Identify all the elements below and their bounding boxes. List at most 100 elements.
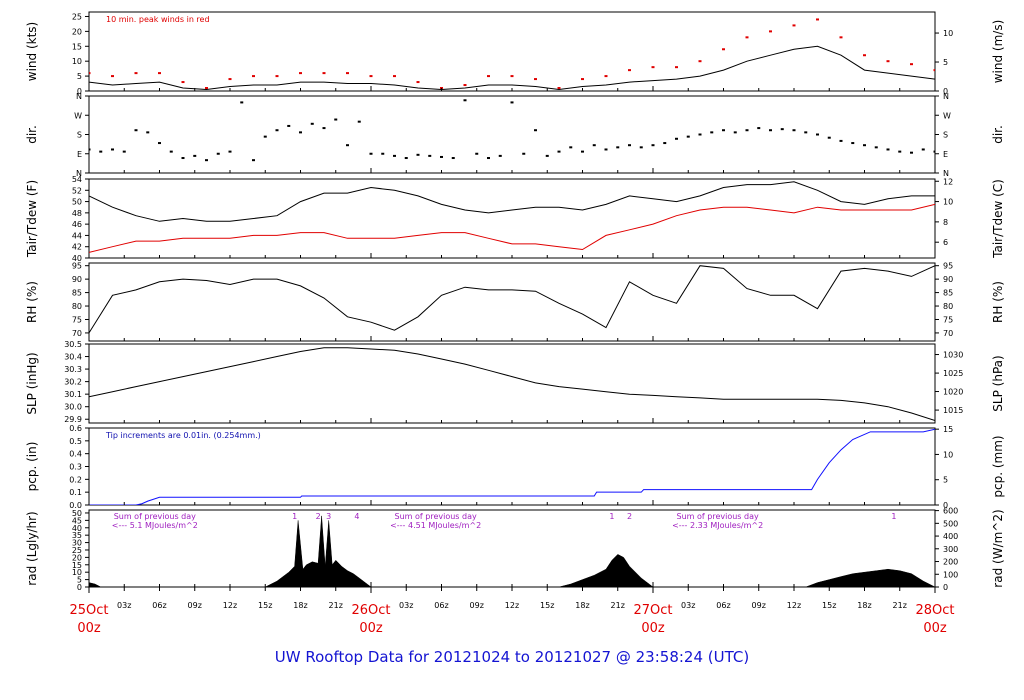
rad-ytick-label-right: 300 bbox=[943, 545, 958, 554]
pcp-ytick-label-left: 0.3 bbox=[69, 463, 82, 472]
pcp-ylabel-left: pcp. (in) bbox=[25, 442, 39, 492]
wind-point bbox=[393, 75, 396, 78]
rh-ytick-label-right: 75 bbox=[943, 315, 953, 324]
rh-frame bbox=[88, 262, 936, 342]
wind-point bbox=[698, 60, 702, 63]
xaxis-day-date: 27Oct bbox=[633, 603, 672, 618]
temp-ytick-label-left: 50 bbox=[72, 198, 82, 207]
dir-point bbox=[404, 157, 408, 160]
xaxis-minor-label: 06z bbox=[716, 601, 730, 610]
slp-ytick-label-left: 30.0 bbox=[64, 403, 82, 412]
wind-ytick-label-left: 20 bbox=[72, 27, 82, 36]
xaxis-day-date: 28Oct bbox=[915, 603, 954, 618]
wind-ytick-label-right: 10 bbox=[943, 29, 953, 38]
temp-series-line bbox=[89, 203, 935, 253]
rh-series-line bbox=[89, 265, 935, 334]
dir-point bbox=[616, 146, 620, 149]
dir-point bbox=[898, 150, 902, 153]
rad-peak-marker: 2 bbox=[627, 512, 632, 521]
rh-data bbox=[89, 265, 935, 334]
dir-point bbox=[181, 157, 185, 160]
wind-point bbox=[722, 48, 725, 51]
wind-ytick-label-left: 0 bbox=[77, 87, 82, 96]
temp-ytick-label-right: 12 bbox=[943, 177, 953, 186]
dir-point bbox=[475, 152, 479, 155]
wind-ytick-label-left: 5 bbox=[77, 72, 82, 81]
dir-point bbox=[381, 152, 385, 155]
dir-point bbox=[698, 133, 702, 136]
dir-point bbox=[839, 139, 843, 142]
panel-slp: 29.9 30.0 30.1 30.2 30.3 30.4 30.5 1015 1020 1025… bbox=[25, 340, 1005, 424]
pcp-ytick-label-left: 0.1 bbox=[69, 488, 82, 497]
wind-point bbox=[510, 75, 514, 78]
rh-ytick-label-left: 70 bbox=[72, 329, 82, 338]
xaxis-minor-label: 12z bbox=[787, 601, 801, 610]
rh-ytick-label-right: 95 bbox=[943, 262, 953, 271]
pcp-data bbox=[89, 428, 935, 505]
dir-point bbox=[89, 148, 91, 151]
slp-frame bbox=[88, 343, 936, 424]
dir-point bbox=[804, 131, 808, 134]
pcp-ytick-label-right: 0 bbox=[943, 501, 948, 510]
xaxis-day-time: 00z bbox=[641, 621, 665, 636]
wind-ytick-label-left: 10 bbox=[72, 57, 82, 66]
rh-ytick-label-right: 70 bbox=[943, 329, 953, 338]
pcp-ytick-label-right: 5 bbox=[943, 476, 948, 485]
wind-point bbox=[933, 69, 935, 72]
rad-sum-note: Sum of previous day bbox=[395, 512, 477, 521]
panel-rad: 051015202530354045500100200300400500600r… bbox=[25, 507, 1005, 592]
rad-series-area bbox=[89, 515, 935, 587]
rad-sum-note: <--- 2.33 MJoules/m^2 bbox=[672, 521, 763, 530]
slp-series-line bbox=[89, 347, 935, 421]
rh-ylabel-right: RH (%) bbox=[991, 281, 1005, 323]
pcp-ytick-label-left: 0.0 bbox=[69, 501, 82, 510]
xaxis-minor-label: 21z bbox=[893, 601, 907, 610]
rad-ytick-label-right: 600 bbox=[943, 507, 958, 516]
rad-ytick-label-left: 20 bbox=[72, 553, 82, 562]
wind-point bbox=[463, 84, 467, 87]
wind-ylabel-left: wind (kts) bbox=[25, 22, 39, 81]
dir-data bbox=[89, 99, 935, 162]
rad-peak-marker: 3 bbox=[326, 512, 331, 521]
xaxis-minor-label: 06z bbox=[434, 601, 448, 610]
wind-point bbox=[675, 66, 678, 69]
dir-point bbox=[827, 136, 831, 139]
rh-ytick-label-left: 80 bbox=[72, 302, 82, 311]
wind-data bbox=[89, 18, 935, 91]
dir-point bbox=[569, 146, 573, 149]
xaxis-minor-label: 18z bbox=[575, 601, 589, 610]
wind-point bbox=[299, 72, 302, 75]
xaxis-minor-label: 03z bbox=[117, 601, 131, 610]
xaxis-minor-label: 03z bbox=[399, 601, 413, 610]
dir-point bbox=[393, 154, 396, 157]
dir-point bbox=[451, 157, 455, 160]
dir-point bbox=[428, 154, 432, 157]
dir-point bbox=[639, 146, 643, 149]
wind-point bbox=[275, 75, 279, 78]
dir-point bbox=[663, 142, 667, 145]
slp-ytick-label-left: 30.2 bbox=[64, 378, 82, 387]
rad-peak-marker: 1 bbox=[891, 512, 896, 521]
wind-point bbox=[745, 36, 749, 39]
rad-ytick-label-left: 5 bbox=[77, 576, 82, 585]
wind-ylabel-right: wind (m/s) bbox=[991, 20, 1005, 84]
dir-point bbox=[463, 99, 467, 102]
wind-point bbox=[839, 36, 843, 39]
dir-ytick-label-right: N bbox=[943, 92, 949, 101]
rad-ytick-label-left: 45 bbox=[72, 516, 82, 525]
dir-point bbox=[792, 129, 796, 132]
dir-ytick-label-right: E bbox=[943, 150, 948, 159]
footer-caption: UW Rooftop Data for 20121024 to 20121027… bbox=[274, 648, 750, 666]
dir-point bbox=[592, 144, 596, 147]
rad-ytick-label-left: 0 bbox=[77, 583, 82, 592]
slp-ytick-label-right: 1020 bbox=[943, 388, 963, 397]
dir-point bbox=[134, 129, 138, 132]
wind-series-line bbox=[89, 45, 935, 91]
wind-point bbox=[534, 78, 537, 81]
rad-sum-note: <--- 4.51 MJoules/m^2 bbox=[390, 521, 481, 530]
dir-point bbox=[228, 150, 232, 153]
rad-ylabel-left: rad (Lgly/hr) bbox=[25, 511, 39, 585]
rad-frame bbox=[88, 509, 936, 588]
temp-ytick-label-right: 6 bbox=[943, 238, 948, 247]
rad-ytick-label-right: 100 bbox=[943, 570, 958, 579]
